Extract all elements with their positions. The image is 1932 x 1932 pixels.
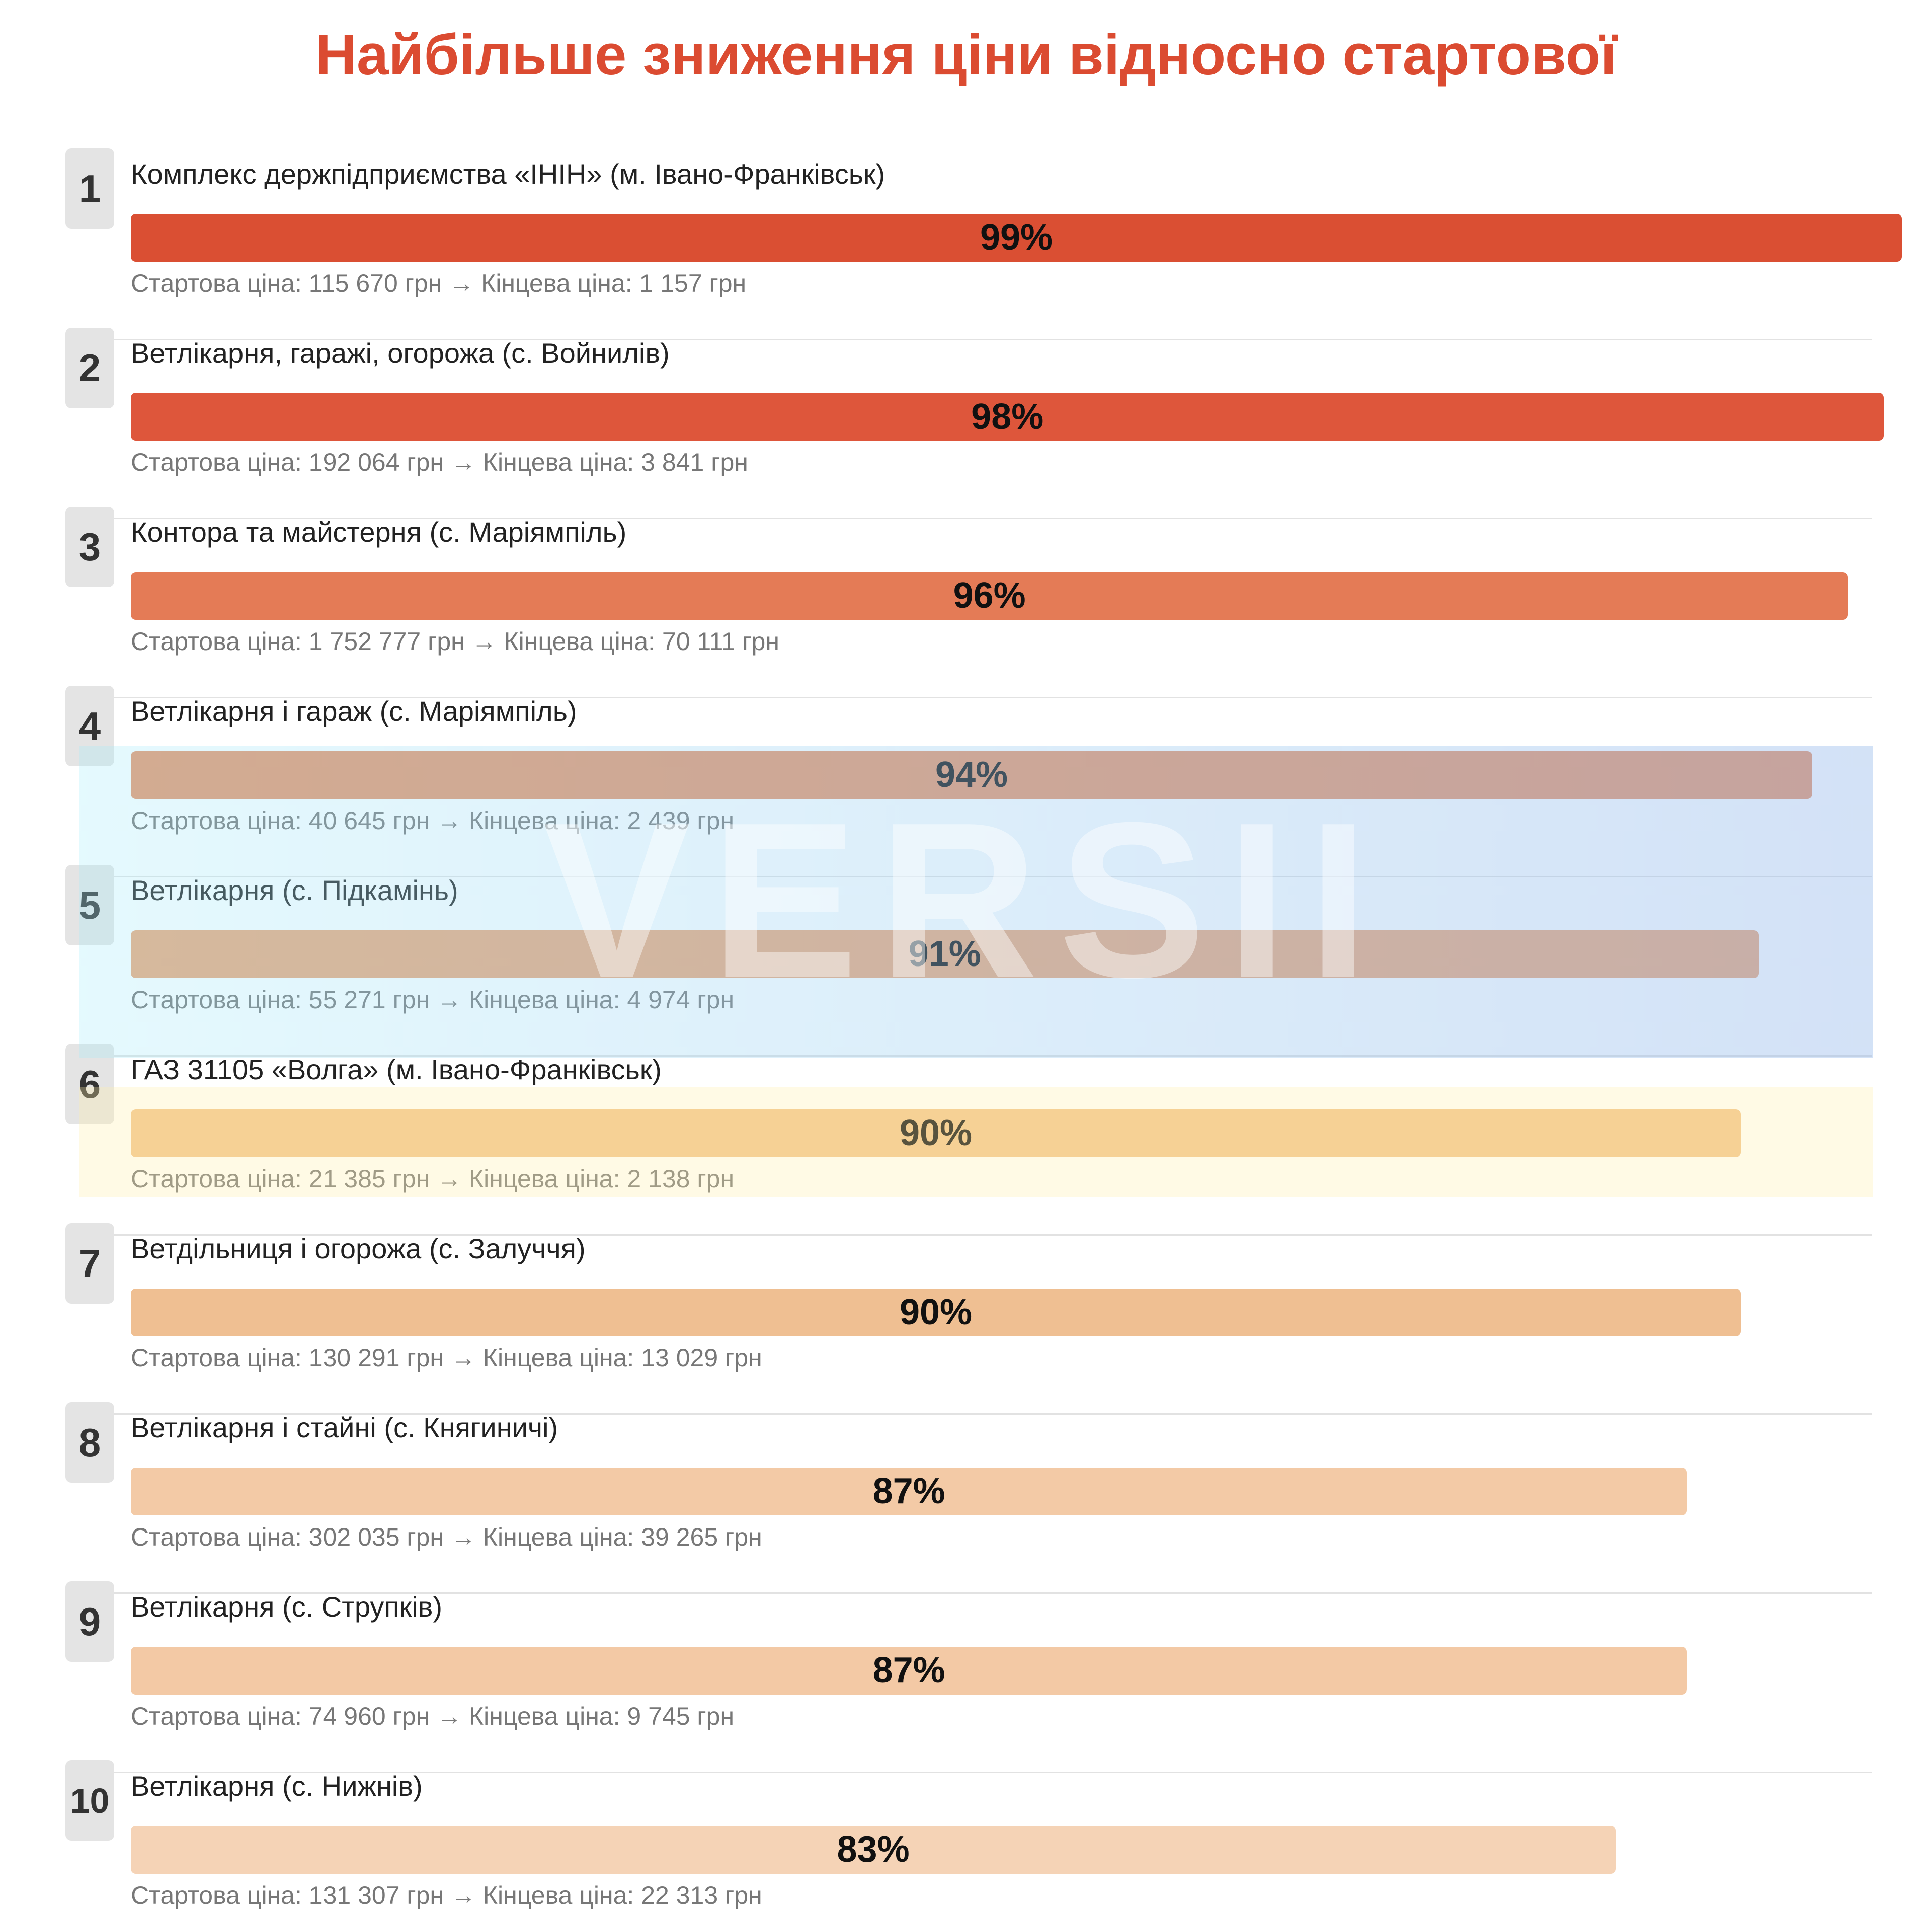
price-line: Стартова ціна: 74 960 грн → Кінцева ціна… bbox=[131, 1702, 735, 1730]
price-line: Стартова ціна: 40 645 грн → Кінцева ціна… bbox=[131, 807, 735, 835]
item-name: Контора та майстерня (с. Маріямпіль) bbox=[131, 516, 627, 548]
item-name: ГАЗ 31105 «Волга» (м. Івано-Франківськ) bbox=[131, 1054, 662, 1085]
rank-badge: 8 bbox=[65, 1402, 114, 1483]
bar-value-label: 87% bbox=[872, 1471, 945, 1511]
rank-badge: 9 bbox=[65, 1581, 114, 1662]
bar bbox=[131, 1109, 1741, 1157]
rank-badge: 6 bbox=[65, 1044, 114, 1124]
row-divider bbox=[65, 1772, 1872, 1773]
bar bbox=[131, 214, 1902, 262]
bar-value-label: 94% bbox=[935, 755, 1008, 795]
row-divider bbox=[65, 1055, 1872, 1057]
item-name: Комплекс держпідприємства «ІНІН» (м. Іва… bbox=[131, 158, 886, 190]
bar-value-label: 91% bbox=[908, 934, 981, 974]
rank-badge: 7 bbox=[65, 1223, 114, 1304]
item-name: Ветдільниця і огорожа (с. Залуччя) bbox=[131, 1233, 586, 1264]
item-name: Ветлікарня (с. Струпків) bbox=[131, 1591, 443, 1623]
rank-badge: 5 bbox=[65, 865, 114, 945]
price-line: Стартова ціна: 55 271 грн → Кінцева ціна… bbox=[131, 986, 735, 1014]
bar-value-label: 90% bbox=[899, 1292, 973, 1332]
rank-badge: 10 bbox=[65, 1760, 114, 1841]
bar bbox=[131, 751, 1813, 799]
bar-value-label: 98% bbox=[971, 396, 1044, 437]
rank-badge: 2 bbox=[65, 328, 114, 408]
price-line: Стартова ціна: 130 291 грн → Кінцева цін… bbox=[131, 1344, 762, 1372]
price-line: Стартова ціна: 302 035 грн → Кінцева цін… bbox=[131, 1523, 762, 1551]
bar bbox=[131, 572, 1848, 620]
row-divider bbox=[65, 1234, 1872, 1236]
row-divider bbox=[65, 697, 1872, 698]
item-name: Ветлікарня і стайні (с. Княгиничі) bbox=[131, 1412, 558, 1443]
price-line: Стартова ціна: 1 752 777 грн → Кінцева ц… bbox=[131, 627, 779, 656]
bar-value-label: 90% bbox=[899, 1113, 973, 1153]
item-name: Ветлікарня, гаражі, огорожа (с. Войнилів… bbox=[131, 337, 670, 369]
bar bbox=[131, 1468, 1687, 1515]
bar-value-label: 87% bbox=[872, 1650, 945, 1691]
bar bbox=[131, 930, 1759, 978]
row-divider bbox=[65, 339, 1872, 340]
item-name: Ветлікарня і гараж (с. Маріямпіль) bbox=[131, 695, 577, 727]
bar bbox=[131, 1289, 1741, 1336]
row-divider bbox=[65, 518, 1872, 519]
rank-badge: 3 bbox=[65, 507, 114, 587]
bar-value-label: 96% bbox=[953, 576, 1026, 616]
rank-badge: 1 bbox=[65, 148, 114, 229]
item-name: Ветлікарня (с. Нижнів) bbox=[131, 1770, 423, 1802]
bar bbox=[131, 1826, 1616, 1874]
bar bbox=[131, 1647, 1687, 1695]
item-name: Ветлікарня (с. Підкамінь) bbox=[131, 874, 458, 906]
bar-value-label: 99% bbox=[980, 217, 1053, 258]
price-line: Стартова ціна: 21 385 грн → Кінцева ціна… bbox=[131, 1165, 735, 1193]
price-line: Стартова ціна: 115 670 грн → Кінцева цін… bbox=[131, 269, 747, 297]
rank-badge: 4 bbox=[65, 686, 114, 766]
bar-value-label: 83% bbox=[837, 1829, 910, 1870]
row-divider bbox=[65, 1592, 1872, 1594]
chart-title: Найбільше зниження ціни відносно стартов… bbox=[315, 23, 1617, 87]
row-divider bbox=[65, 876, 1872, 877]
price-line: Стартова ціна: 192 064 грн → Кінцева цін… bbox=[131, 448, 748, 476]
row-divider bbox=[65, 1413, 1872, 1415]
price-line: Стартова ціна: 131 307 грн → Кінцева цін… bbox=[131, 1881, 762, 1909]
bar bbox=[131, 393, 1884, 441]
